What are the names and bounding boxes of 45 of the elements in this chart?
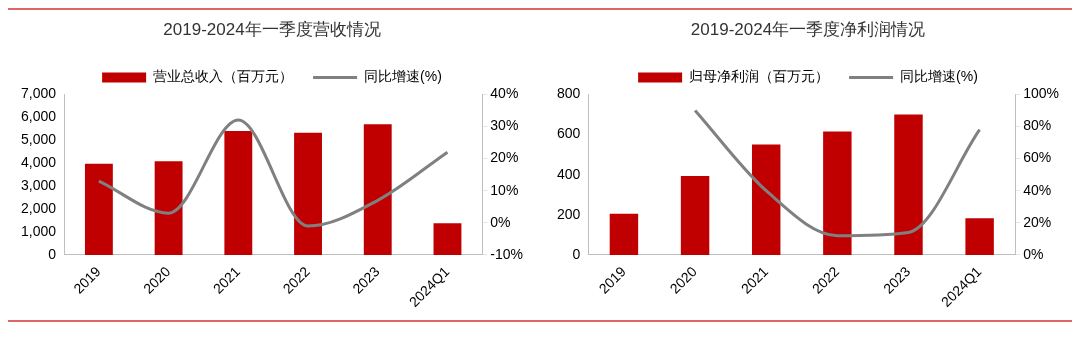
legend-label: 营业总收入（百万元） <box>153 68 294 85</box>
bar <box>363 124 392 255</box>
y-tick-label: 7,000 <box>20 85 57 102</box>
y2-tick-label: 10% <box>490 181 519 198</box>
legend-label: 同比增速(%) <box>900 68 978 85</box>
y-tick-label: 3,000 <box>20 176 57 193</box>
y-tick-label: 0 <box>48 245 57 262</box>
bar <box>609 213 639 255</box>
y-tick-label: 800 <box>557 85 581 102</box>
bar <box>894 114 923 255</box>
y2-tick-label: -10% <box>490 245 523 262</box>
y-tick-label: 0 <box>572 245 581 262</box>
y2-tick-label: 20% <box>1023 213 1052 230</box>
y2-tick-label: 40% <box>490 85 519 102</box>
bar <box>84 163 113 255</box>
bar <box>823 131 852 255</box>
y-tick-label: 1,000 <box>20 222 57 239</box>
bar <box>433 223 462 255</box>
y2-tick-label: 20% <box>490 149 519 166</box>
chart-title: 2019-2024年一季度营收情况 <box>163 19 381 39</box>
bar <box>294 132 322 255</box>
y2-tick-label: 30% <box>490 117 519 134</box>
y-tick-label: 400 <box>557 165 581 182</box>
bar <box>224 131 253 255</box>
bar <box>680 176 710 255</box>
y-tick-label: 200 <box>557 205 581 222</box>
bar <box>965 218 994 255</box>
y-tick-label: 5,000 <box>20 131 57 148</box>
chart-title: 2019-2024年一季度净利润情况 <box>690 19 926 39</box>
line-series <box>97 118 449 228</box>
line-series <box>693 108 982 238</box>
y-tick-label: 2,000 <box>20 199 57 216</box>
y2-tick-label: 100% <box>1023 85 1060 102</box>
legend-label: 归母净利润（百万元） <box>689 68 830 85</box>
y2-tick-label: 0% <box>490 213 511 230</box>
bar <box>154 161 183 255</box>
y-tick-label: 4,000 <box>20 154 57 171</box>
y2-tick-label: 40% <box>1023 181 1052 198</box>
y-tick-label: 6,000 <box>20 108 57 125</box>
legend-label: 同比增速(%) <box>364 68 442 85</box>
y2-tick-label: 60% <box>1023 149 1052 166</box>
y2-tick-label: 80% <box>1023 117 1052 134</box>
y2-tick-label: 0% <box>1023 245 1044 262</box>
y-tick-label: 600 <box>557 125 581 142</box>
bar <box>751 144 781 255</box>
